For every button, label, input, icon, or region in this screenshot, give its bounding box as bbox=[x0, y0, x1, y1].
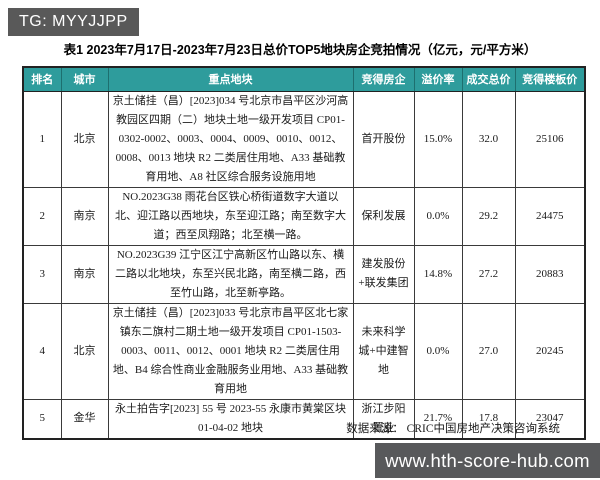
col-header-rank: 排名 bbox=[22, 66, 62, 92]
cell-floor-price: 20883 bbox=[514, 244, 586, 304]
cell-winner: 浙江步阳置业 bbox=[352, 398, 415, 440]
cell-rank: 4 bbox=[22, 302, 62, 400]
col-header-floor-price: 竞得楼板价 bbox=[514, 66, 586, 92]
watermark-website-text: www.hth-score-hub.com bbox=[385, 449, 590, 471]
watermark-tag-text: TG: MYYJJPP bbox=[19, 13, 128, 30]
watermark-website-bar: www.hth-score-hub.com bbox=[375, 443, 600, 478]
cell-total-price: 32.0 bbox=[461, 90, 516, 188]
table-header-row: 排名 城市 重点地块 竞得房企 溢价率 成交总价 竞得楼板价 bbox=[22, 66, 586, 92]
table-row: 5 金华 永土拍告字[2023] 55 号 2023-55 永康市黄棠区块 01… bbox=[22, 398, 586, 440]
cell-premium: 21.7% bbox=[413, 398, 463, 440]
cell-rank: 3 bbox=[22, 244, 62, 304]
cell-plot: 京土储挂（昌）[2023]033 号北京市昌平区北七家镇东二旗村二期土地一级开发… bbox=[107, 302, 354, 400]
col-header-total-price: 成交总价 bbox=[461, 66, 516, 92]
col-header-premium: 溢价率 bbox=[413, 66, 463, 92]
cell-floor-price: 23047 bbox=[514, 398, 586, 440]
cell-city: 北京 bbox=[60, 302, 109, 400]
cell-city: 北京 bbox=[60, 90, 109, 188]
cell-city: 南京 bbox=[60, 186, 109, 246]
cell-winner: 未来科学城+中建智地 bbox=[352, 302, 415, 400]
cell-floor-price: 24475 bbox=[514, 186, 586, 246]
data-source-note: 数据来源： CRIC中国房地产决策咨询系统 bbox=[346, 423, 560, 435]
cell-total-price: 29.2 bbox=[461, 186, 516, 246]
col-header-plot: 重点地块 bbox=[107, 66, 354, 92]
cell-total-price: 27.2 bbox=[461, 244, 516, 304]
cell-winner: 建发股份+联发集团 bbox=[352, 244, 415, 304]
cell-winner: 首开股份 bbox=[352, 90, 415, 188]
cell-winner: 保利发展 bbox=[352, 186, 415, 246]
watermark-tag-bar: TG: MYYJJPP bbox=[8, 8, 139, 36]
cell-plot: 永土拍告字[2023] 55 号 2023-55 永康市黄棠区块 01-04-0… bbox=[107, 398, 354, 440]
cell-city: 南京 bbox=[60, 244, 109, 304]
page-title: 表1 2023年7月17日-2023年7月23日总价TOP5地块房企竞拍情况（亿… bbox=[63, 43, 537, 57]
table-row: 1 北京 京土储挂（昌）[2023]034 号北京市昌平区沙河高教园区四期（二）… bbox=[22, 90, 586, 188]
cell-plot: NO.2023G38 雨花台区铁心桥街道数字大道以北、迎江路以西地块，东至迎江路… bbox=[107, 186, 354, 246]
cell-premium: 15.0% bbox=[413, 90, 463, 188]
cell-plot: 京土储挂（昌）[2023]034 号北京市昌平区沙河高教园区四期（二）地块土地一… bbox=[107, 90, 354, 188]
cell-premium: 14.8% bbox=[413, 244, 463, 304]
cell-total-price: 27.0 bbox=[461, 302, 516, 400]
cell-plot: NO.2023G39 江宁区江宁高新区竹山路以东、横二路以北地块，东至兴民北路，… bbox=[107, 244, 354, 304]
table-row: 4 北京 京土储挂（昌）[2023]033 号北京市昌平区北七家镇东二旗村二期土… bbox=[22, 302, 586, 400]
cell-premium: 0.0% bbox=[413, 186, 463, 246]
cell-rank: 2 bbox=[22, 186, 62, 246]
table-row: 2 南京 NO.2023G38 雨花台区铁心桥街道数字大道以北、迎江路以西地块，… bbox=[22, 186, 586, 246]
land-auction-table: 排名 城市 重点地块 竞得房企 溢价率 成交总价 竞得楼板价 1 北京 京土储挂… bbox=[22, 66, 586, 440]
cell-rank: 5 bbox=[22, 398, 62, 440]
cell-floor-price: 20245 bbox=[514, 302, 586, 400]
table-row: 3 南京 NO.2023G39 江宁区江宁高新区竹山路以东、横二路以北地块，东至… bbox=[22, 244, 586, 304]
col-header-city: 城市 bbox=[60, 66, 109, 92]
cell-floor-price: 25106 bbox=[514, 90, 586, 188]
cell-rank: 1 bbox=[22, 90, 62, 188]
cell-premium: 0.0% bbox=[413, 302, 463, 400]
col-header-winner: 竞得房企 bbox=[352, 66, 415, 92]
